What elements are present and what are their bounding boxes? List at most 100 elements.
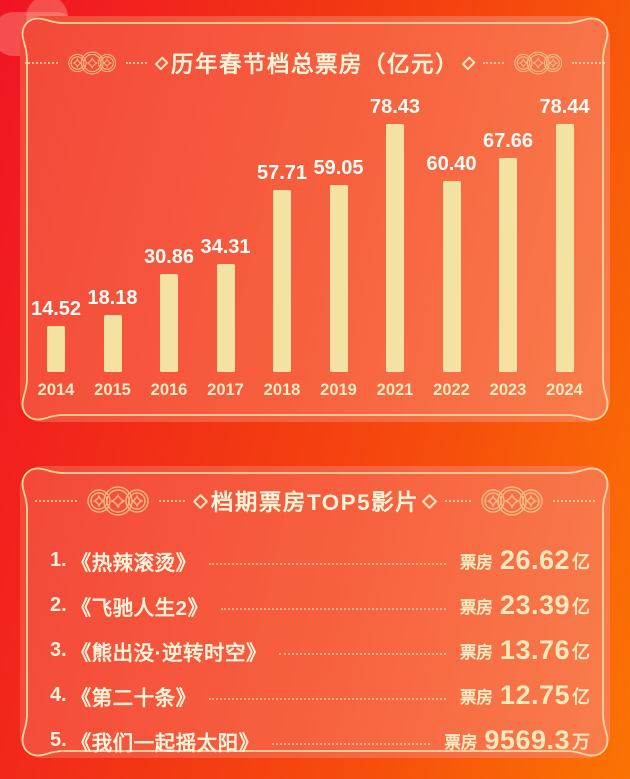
movie-row: 4. 《第二十条》 票房 12.75 亿 <box>50 673 590 718</box>
bar-year-label: 2015 <box>94 381 131 399</box>
bar-column: 60.40 2022 <box>424 80 480 400</box>
boxoffice-value: 12.75 <box>499 680 570 710</box>
bar <box>160 274 178 372</box>
movie-title: 《第二十条》 <box>70 686 197 710</box>
bar-value-label: 78.43 <box>369 96 421 118</box>
dotted-divider <box>158 500 185 502</box>
leader-dots <box>271 742 431 745</box>
bar-year-label: 2023 <box>489 381 527 399</box>
dotted-divider <box>553 500 596 502</box>
boxoffice-label: 票房 <box>459 598 493 617</box>
movie-row: 1. 《热辣滚烫》 票房 26.62 亿 <box>50 538 590 583</box>
bar <box>555 124 574 372</box>
movie-rank: 3. <box>50 639 67 661</box>
boxoffice-value: 26.62 <box>499 545 570 575</box>
movie-row: 5. 《我们一起摇太阳》 票房 9569.3 万 <box>50 718 590 763</box>
diamond-icon <box>154 55 169 71</box>
bar <box>442 181 461 372</box>
movie-title: 《熊出没·逆转时空》 <box>70 641 268 665</box>
movie-title: 《我们一起摇太阳》 <box>70 731 260 755</box>
bar-year-label: 2022 <box>433 381 470 399</box>
dotted-divider <box>34 500 77 502</box>
panel-header: 档期票房TOP5影片 <box>20 484 610 518</box>
bar-column: 30.86 2016 <box>141 80 197 400</box>
bar-column: 57.71 2018 <box>254 80 310 400</box>
bar-year-label: 2019 <box>320 381 357 399</box>
bar-value-label: 78.44 <box>539 96 590 118</box>
bar-value-label: 57.71 <box>256 162 308 184</box>
bar-year-label: 2024 <box>546 381 583 399</box>
bar-year-label: 2021 <box>376 381 414 399</box>
coins-icon <box>513 51 563 75</box>
bar-value-label: 34.31 <box>200 236 251 258</box>
boxoffice-unit: 亿 <box>572 551 590 572</box>
bar-year-label: 2017 <box>207 381 244 399</box>
boxoffice-unit: 亿 <box>572 596 590 617</box>
bar <box>499 158 517 372</box>
bar-column: 78.43 2021 <box>367 80 423 400</box>
coins-icon <box>481 486 543 516</box>
panel-title: 历年春节档总票房（亿元） <box>171 52 460 77</box>
top5-films-panel: 档期票房TOP5影片 1. 《热辣滚烫》 票房 26.62 亿 2. 《飞驰人生2》 票房 23… <box>20 466 610 758</box>
boxoffice-label: 票房 <box>459 688 493 707</box>
bar-value-label: 59.05 <box>313 157 364 179</box>
bar <box>47 326 65 372</box>
boxoffice-unit: 万 <box>572 731 590 752</box>
bar-year-label: 2014 <box>37 381 75 399</box>
movie-rank: 5. <box>50 729 67 751</box>
history-chart-panel: 历年春节档总票房（亿元） 14.52 2014 18.18 2015 30.86 2016… <box>20 16 610 422</box>
panel-title: 档期票房TOP5影片 <box>210 490 420 515</box>
movie-title: 《热辣滚烫》 <box>70 551 197 575</box>
dotted-divider <box>25 62 58 64</box>
movie-rank: 2. <box>50 594 67 616</box>
coins-icon <box>87 486 149 516</box>
bar <box>103 315 122 372</box>
diamond-icon <box>421 493 438 509</box>
bar-value-label: 60.40 <box>426 153 477 175</box>
bar <box>329 185 348 372</box>
boxoffice-label: 票房 <box>459 643 493 662</box>
bar-value-label: 18.18 <box>87 287 138 309</box>
leader-dots <box>208 562 446 565</box>
boxoffice-unit: 亿 <box>572 641 590 662</box>
bar <box>386 124 404 372</box>
bar-value-label: 67.66 <box>482 130 534 152</box>
movie-row: 2. 《飞驰人生2》 票房 23.39 亿 <box>50 583 590 628</box>
panel-header: 历年春节档总票房（亿元） <box>20 46 610 80</box>
movie-title: 《飞驰人生2》 <box>70 596 209 620</box>
boxoffice-unit: 亿 <box>572 686 590 707</box>
leader-dots <box>220 607 446 610</box>
bar <box>216 264 235 372</box>
coins-icon <box>67 51 117 75</box>
dotted-divider <box>126 62 147 64</box>
bar-column: 14.52 2014 <box>28 80 84 400</box>
movie-row: 3. 《熊出没·逆转时空》 票房 13.76 亿 <box>50 628 590 673</box>
bar-column: 78.44 2024 <box>537 80 593 400</box>
movie-rank: 4. <box>50 684 67 706</box>
boxoffice-value: 13.76 <box>499 635 570 665</box>
top5-film-list: 1. 《热辣滚烫》 票房 26.62 亿 2. 《飞驰人生2》 票房 23.39 亿 3. 《熊出没·… <box>50 538 590 763</box>
leader-dots <box>279 652 446 655</box>
boxoffice-value: 23.39 <box>499 590 570 620</box>
bar-value-label: 14.52 <box>30 298 82 320</box>
leader-dots <box>208 697 446 700</box>
dotted-divider <box>445 500 472 502</box>
movie-rank: 1. <box>50 549 67 571</box>
boxoffice-label: 票房 <box>459 553 493 572</box>
bar-column: 67.66 2023 <box>480 80 536 400</box>
boxoffice-value: 9569.3 <box>484 725 570 755</box>
diamond-icon <box>461 55 476 71</box>
bar-chart: 14.52 2014 18.18 2015 30.86 2016 34.31 2017 57.7… <box>28 80 602 400</box>
boxoffice-label: 票房 <box>444 733 478 752</box>
bar-column: 18.18 2015 <box>85 80 141 400</box>
bar-year-label: 2018 <box>263 381 301 399</box>
bar-column: 59.05 2019 <box>311 80 367 400</box>
dotted-divider <box>483 62 504 64</box>
dotted-divider <box>572 62 606 64</box>
bar-value-label: 30.86 <box>143 246 195 268</box>
bar <box>273 190 291 372</box>
diamond-icon <box>192 493 209 509</box>
bar-column: 34.31 2017 <box>198 80 254 400</box>
bar-year-label: 2016 <box>150 381 188 399</box>
